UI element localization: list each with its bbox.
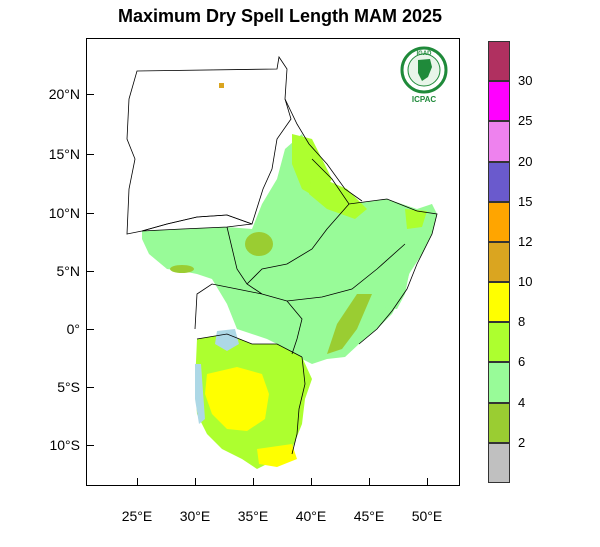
lat-tick <box>86 271 94 272</box>
dry-spell-map <box>126 55 438 469</box>
colorbar-label: 6 <box>518 354 526 370</box>
logo-caption: ICPAC <box>411 95 437 104</box>
lat-label-10n: 10°N <box>48 205 80 221</box>
lon-label-40e: 40°E <box>295 508 327 524</box>
lon-tick <box>427 478 428 486</box>
orange-pixel <box>219 83 224 88</box>
lat-label-5n: 5°N <box>56 263 81 279</box>
lon-tick <box>311 478 312 486</box>
logo-name: IGAD <box>417 51 433 57</box>
colorbar-label: 15 <box>518 193 533 209</box>
map-panel <box>86 38 460 486</box>
lon-label-35e: 35°E <box>237 508 269 524</box>
igad-logo: IGAD ICPAC <box>398 45 450 105</box>
colorbar-segment <box>488 121 510 162</box>
map-title: Maximum Dry Spell Length MAM 2025 <box>117 6 443 26</box>
colorbar-segment <box>488 41 510 82</box>
lat-tick <box>86 213 94 214</box>
lat-tick <box>86 387 94 388</box>
lon-label-50e: 50°E <box>411 508 443 524</box>
colorbar-segment <box>488 362 510 403</box>
colorbar-segment <box>488 442 510 483</box>
lake-tanganyika <box>195 364 205 424</box>
horn-patch <box>405 209 427 229</box>
lat-tick <box>86 445 94 446</box>
lon-label-30e: 30°E <box>179 508 211 524</box>
colorbar-label: 30 <box>518 73 533 89</box>
lon-label-25e: 25°E <box>121 508 153 524</box>
lat-label-10s: 10°S <box>49 437 80 453</box>
lat-label-5s: 5°S <box>57 379 80 395</box>
lat-label-15n: 15°N <box>48 146 80 162</box>
colorbar <box>488 41 510 483</box>
colorbar-label: 2 <box>518 434 526 450</box>
lat-label-0: 0° <box>66 321 80 337</box>
coast-strip <box>327 294 372 354</box>
lon-tick <box>137 478 138 486</box>
colorbar-segment <box>488 322 510 363</box>
igad-emblem-icon: IGAD <box>400 46 448 94</box>
highland-spot-1 <box>245 232 273 256</box>
lat-tick <box>86 329 94 330</box>
sudan-south-border <box>141 214 253 232</box>
country-borders <box>141 158 418 358</box>
yellow-south <box>257 444 297 467</box>
colorbar-label: 8 <box>518 314 526 330</box>
highland-patch-2 <box>309 174 367 219</box>
colorbar-segment <box>488 81 510 122</box>
lon-tick <box>253 478 254 486</box>
colorbar-segment <box>488 201 510 242</box>
colorbar-segment <box>488 161 510 202</box>
lon-tick <box>369 478 370 486</box>
colorbar-label: 10 <box>518 274 533 290</box>
somalia-coast <box>358 210 438 345</box>
lake-victoria <box>215 329 239 351</box>
colorbar-segment <box>488 282 510 323</box>
red-sea-coast <box>284 98 363 202</box>
tanzania-coast <box>291 356 306 455</box>
yellow-core <box>205 367 269 431</box>
colorbar-label: 20 <box>518 153 533 169</box>
lat-tick <box>86 154 94 155</box>
highland-spot-2 <box>170 265 194 273</box>
colorbar-label: 25 <box>518 113 533 129</box>
colorbar-label: 12 <box>518 233 533 249</box>
colorbar-label: 4 <box>518 394 526 410</box>
lat-tick <box>86 94 94 95</box>
lon-tick <box>195 478 196 486</box>
colorbar-segment <box>488 402 510 443</box>
lat-label-20n: 20°N <box>48 86 80 102</box>
lon-label-45e: 45°E <box>353 508 385 524</box>
colorbar-segment <box>488 241 510 283</box>
